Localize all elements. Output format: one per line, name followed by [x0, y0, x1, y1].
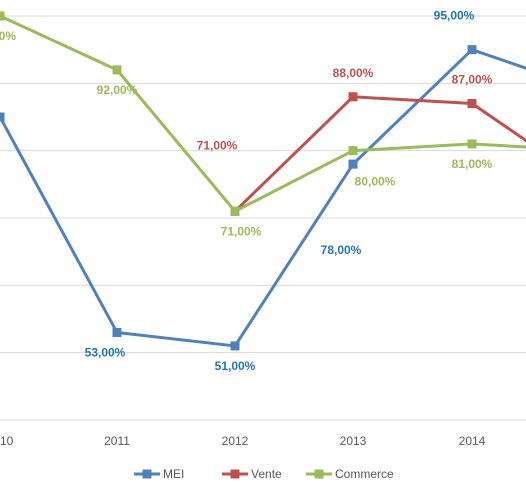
commerce-data-label: 71,00% [221, 224, 262, 238]
x-tick-label: 10 [0, 434, 14, 448]
commerce-point-marker [0, 11, 5, 21]
mei-data-label: 51,00% [215, 359, 256, 373]
commerce-data-label: 81,00% [452, 157, 493, 171]
vente-legend-marker [230, 469, 240, 479]
commerce-data-label: 80,00% [355, 175, 396, 189]
series-lines [0, 14, 526, 348]
gridlines [0, 15, 526, 421]
commerce-legend-label: Commerce [335, 467, 394, 481]
x-tick-label: 2012 [222, 434, 249, 448]
vente-legend-label: Vente [251, 467, 282, 481]
series-markers [0, 11, 477, 351]
vente-series-line [233, 95, 526, 213]
mei-data-label: 95,00% [434, 9, 475, 23]
mei-data-label: 78,00% [321, 243, 362, 257]
mei-legend-label: MEI [163, 467, 184, 481]
commerce-data-label: 92,00% [97, 83, 138, 97]
commerce-point-marker [467, 139, 477, 149]
mei-legend-marker [142, 469, 152, 479]
x-tick-label: 2013 [340, 434, 367, 448]
x-tick-label: 2011 [104, 434, 130, 448]
commerce-legend-marker [314, 469, 324, 479]
commerce-point-marker [230, 206, 240, 216]
vente-data-label: 88,00% [333, 66, 374, 80]
mei-data-label: 53,00% [85, 345, 126, 359]
vente-point-marker [348, 92, 358, 102]
mei-point-marker [467, 45, 477, 55]
legend-item-mei: MEI [134, 467, 184, 481]
legend-item-vente: Vente [222, 467, 282, 481]
legend: MEI Vente Commerce [134, 467, 394, 481]
mei-point-marker [230, 341, 240, 351]
legend-item-commerce: Commerce [306, 467, 394, 481]
vente-data-label: 71,00% [197, 138, 238, 152]
commerce-series-line [0, 14, 526, 213]
data-labels: 53,00% 51,00% 78,00% 95,00% 71,00% 88,00% 87,0… [0, 9, 493, 373]
vente-point-marker [467, 99, 477, 109]
commerce-data-label: 00% [0, 29, 16, 43]
mei-series-line [0, 48, 526, 348]
mei-point-marker [348, 159, 358, 169]
vente-data-label: 87,00% [452, 73, 493, 87]
x-tick-label: 2014 [459, 434, 486, 448]
commerce-point-marker [112, 65, 122, 75]
mei-point-marker [112, 327, 122, 337]
x-axis: 10 2011 2012 2013 2014 [0, 434, 486, 448]
mei-point-marker [0, 112, 5, 122]
commerce-point-marker [348, 146, 358, 156]
